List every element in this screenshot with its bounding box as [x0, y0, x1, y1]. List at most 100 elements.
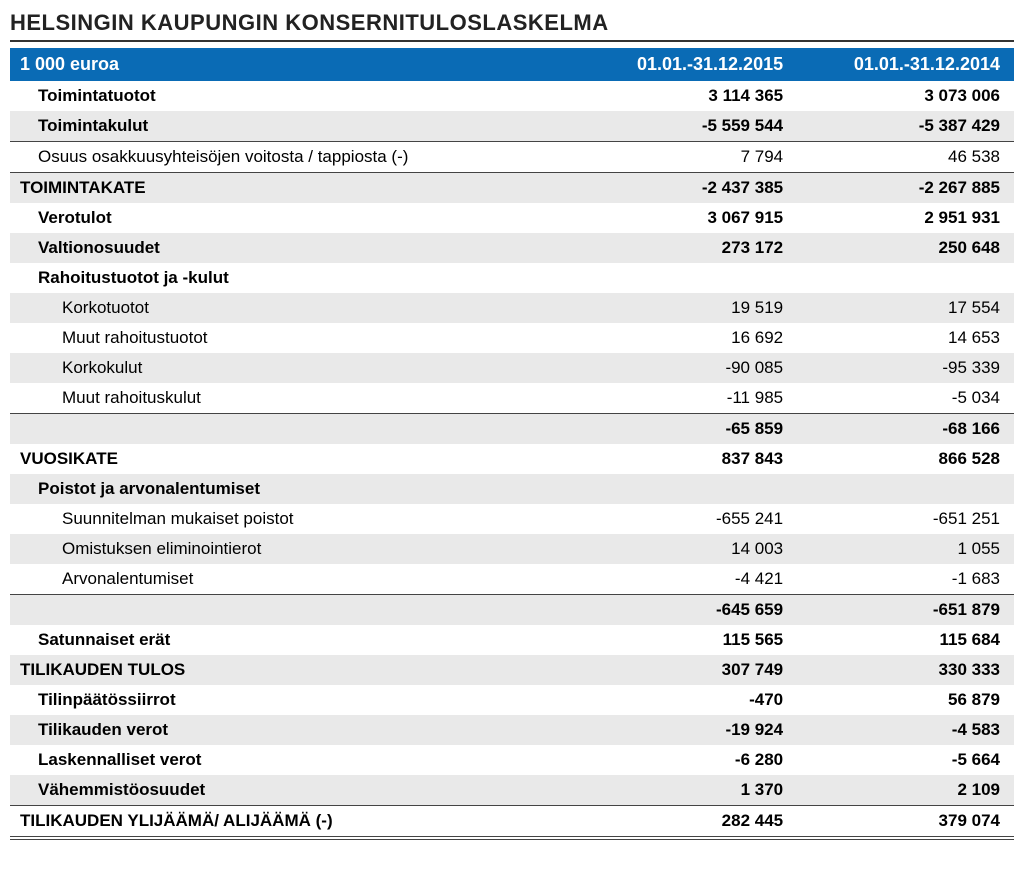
row-label: Tilinpäätössiirrot — [10, 685, 572, 715]
row-value-2015: 3 114 365 — [572, 81, 793, 111]
row-value-2015: 7 794 — [572, 142, 793, 173]
row-value-2014: 866 528 — [793, 444, 1014, 474]
row-value-2014: -1 683 — [793, 564, 1014, 595]
row-value-2015: -90 085 — [572, 353, 793, 383]
row-value-2014: 330 333 — [793, 655, 1014, 685]
row-label: TILIKAUDEN TULOS — [10, 655, 572, 685]
row-value-2014 — [793, 474, 1014, 504]
table-row: Toimintatuotot3 114 3653 073 006 — [10, 81, 1014, 111]
table-row: VUOSIKATE837 843866 528 — [10, 444, 1014, 474]
row-value-2014: 17 554 — [793, 293, 1014, 323]
table-row: Korkokulut-90 085-95 339 — [10, 353, 1014, 383]
row-label: Valtionosuudet — [10, 233, 572, 263]
row-value-2015 — [572, 263, 793, 293]
table-row: Suunnitelman mukaiset poistot-655 241-65… — [10, 504, 1014, 534]
table-row: Tilinpäätössiirrot-47056 879 — [10, 685, 1014, 715]
table-row: Poistot ja arvonalentumiset — [10, 474, 1014, 504]
table-row: TOIMINTAKATE-2 437 385-2 267 885 — [10, 173, 1014, 204]
table-row: Laskennalliset verot-6 280-5 664 — [10, 745, 1014, 775]
row-value-2015: -4 421 — [572, 564, 793, 595]
row-value-2014: 14 653 — [793, 323, 1014, 353]
row-value-2015: 16 692 — [572, 323, 793, 353]
row-value-2015: -645 659 — [572, 595, 793, 626]
table-row: Vähemmistöosuudet1 3702 109 — [10, 775, 1014, 806]
table-row: TILIKAUDEN TULOS307 749330 333 — [10, 655, 1014, 685]
row-label: Toimintakulut — [10, 111, 572, 142]
row-label: Suunnitelman mukaiset poistot — [10, 504, 572, 534]
table-row: Valtionosuudet273 172250 648 — [10, 233, 1014, 263]
row-label — [10, 595, 572, 626]
row-value-2015: -65 859 — [572, 414, 793, 445]
row-label: Toimintatuotot — [10, 81, 572, 111]
table-header-row: 1 000 euroa 01.01.-31.12.2015 01.01.-31.… — [10, 48, 1014, 81]
row-label: Rahoitustuotot ja -kulut — [10, 263, 572, 293]
header-period2: 01.01.-31.12.2014 — [793, 48, 1014, 81]
row-value-2014: 2 109 — [793, 775, 1014, 806]
table-row: Rahoitustuotot ja -kulut — [10, 263, 1014, 293]
row-value-2015: -19 924 — [572, 715, 793, 745]
row-value-2014: -68 166 — [793, 414, 1014, 445]
row-value-2014: -651 251 — [793, 504, 1014, 534]
row-value-2015: -470 — [572, 685, 793, 715]
row-label: Poistot ja arvonalentumiset — [10, 474, 572, 504]
row-value-2014: 379 074 — [793, 806, 1014, 839]
row-label: TOIMINTAKATE — [10, 173, 572, 204]
table-row: -65 859-68 166 — [10, 414, 1014, 445]
table-row: TILIKAUDEN YLIJÄÄMÄ/ ALIJÄÄMÄ (-)282 445… — [10, 806, 1014, 839]
table-row: Omistuksen eliminointierot14 0031 055 — [10, 534, 1014, 564]
page-title: HELSINGIN KAUPUNGIN KONSERNITULOSLASKELM… — [10, 10, 1014, 40]
row-label: Korkotuotot — [10, 293, 572, 323]
row-value-2015: -655 241 — [572, 504, 793, 534]
row-value-2014: -4 583 — [793, 715, 1014, 745]
row-value-2015: -11 985 — [572, 383, 793, 414]
table-row: Toimintakulut-5 559 544-5 387 429 — [10, 111, 1014, 142]
row-value-2014: 2 951 931 — [793, 203, 1014, 233]
row-value-2014: 46 538 — [793, 142, 1014, 173]
row-value-2015: 14 003 — [572, 534, 793, 564]
row-value-2015: 273 172 — [572, 233, 793, 263]
row-value-2014: -5 034 — [793, 383, 1014, 414]
table-row: -645 659-651 879 — [10, 595, 1014, 626]
row-label: Arvonalentumiset — [10, 564, 572, 595]
row-value-2014: 3 073 006 — [793, 81, 1014, 111]
row-label: Vähemmistöosuudet — [10, 775, 572, 806]
row-label: Muut rahoitustuotot — [10, 323, 572, 353]
table-row: Tilikauden verot-19 924-4 583 — [10, 715, 1014, 745]
row-value-2015: 307 749 — [572, 655, 793, 685]
row-value-2014: -2 267 885 — [793, 173, 1014, 204]
row-label: Tilikauden verot — [10, 715, 572, 745]
row-label — [10, 414, 572, 445]
row-label: TILIKAUDEN YLIJÄÄMÄ/ ALIJÄÄMÄ (-) — [10, 806, 572, 839]
row-label: VUOSIKATE — [10, 444, 572, 474]
row-value-2015: 3 067 915 — [572, 203, 793, 233]
row-label: Omistuksen eliminointierot — [10, 534, 572, 564]
row-value-2015 — [572, 474, 793, 504]
table-row: Arvonalentumiset-4 421-1 683 — [10, 564, 1014, 595]
title-divider — [10, 40, 1014, 42]
row-value-2015: 115 565 — [572, 625, 793, 655]
row-label: Muut rahoituskulut — [10, 383, 572, 414]
table-row: Muut rahoituskulut-11 985-5 034 — [10, 383, 1014, 414]
row-value-2014: 1 055 — [793, 534, 1014, 564]
header-unit: 1 000 euroa — [10, 48, 572, 81]
row-label: Verotulot — [10, 203, 572, 233]
header-period1: 01.01.-31.12.2015 — [572, 48, 793, 81]
row-value-2014: 115 684 — [793, 625, 1014, 655]
table-row: Osuus osakkuusyhteisöjen voitosta / tapp… — [10, 142, 1014, 173]
income-statement-table: 1 000 euroa 01.01.-31.12.2015 01.01.-31.… — [10, 48, 1014, 840]
table-row: Korkotuotot19 51917 554 — [10, 293, 1014, 323]
table-row: Verotulot3 067 9152 951 931 — [10, 203, 1014, 233]
row-label: Osuus osakkuusyhteisöjen voitosta / tapp… — [10, 142, 572, 173]
row-value-2014: -651 879 — [793, 595, 1014, 626]
row-value-2014: -5 387 429 — [793, 111, 1014, 142]
row-value-2015: -6 280 — [572, 745, 793, 775]
row-value-2014 — [793, 263, 1014, 293]
row-value-2014: 250 648 — [793, 233, 1014, 263]
row-value-2015: 837 843 — [572, 444, 793, 474]
table-row: Muut rahoitustuotot16 69214 653 — [10, 323, 1014, 353]
row-value-2014: -95 339 — [793, 353, 1014, 383]
row-value-2015: 1 370 — [572, 775, 793, 806]
row-label: Laskennalliset verot — [10, 745, 572, 775]
row-value-2015: 19 519 — [572, 293, 793, 323]
row-value-2015: -5 559 544 — [572, 111, 793, 142]
